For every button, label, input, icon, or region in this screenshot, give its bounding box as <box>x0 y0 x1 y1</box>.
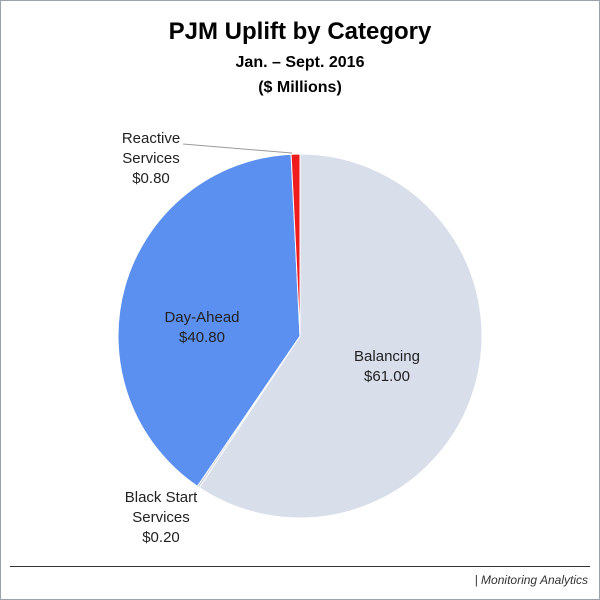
slice-label-reactive-line2: Services <box>122 150 180 167</box>
slice-label-day-ahead: Day-Ahead <box>164 309 239 326</box>
chart-unit-label: ($ Millions) <box>258 79 342 96</box>
slice-value-reactive: $0.80 <box>132 170 170 187</box>
slice-value-day-ahead: $40.80 <box>179 329 225 346</box>
slice-label-blackstart-line1: Black Start <box>125 489 198 506</box>
slice-label-balancing: Balancing <box>354 348 420 365</box>
chart-subtitle: Jan. – Sept. 2016 <box>235 54 365 71</box>
slice-label-reactive-line1: Reactive <box>122 130 180 147</box>
pie-slice-balancing <box>198 153 483 519</box>
slice-value-blackstart: $0.20 <box>142 529 180 546</box>
slice-label-blackstart-line2: Services <box>132 509 190 526</box>
pie-slices <box>117 153 483 519</box>
reactive-leader-line <box>182 143 293 154</box>
chart-title: PJM Uplift by Category <box>168 18 432 45</box>
footer-divider <box>10 566 590 567</box>
pie-slice-reactive-services <box>290 153 301 337</box>
pie-slice-day-ahead <box>117 153 301 488</box>
footer-source: | Monitoring Analytics <box>474 573 588 587</box>
slice-value-balancing: $61.00 <box>364 368 410 385</box>
